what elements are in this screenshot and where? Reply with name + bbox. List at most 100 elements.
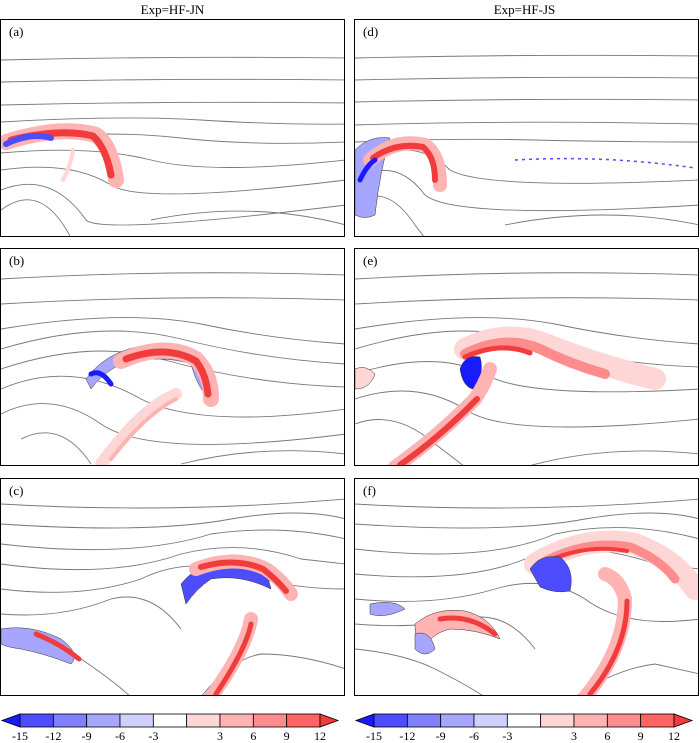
vortex-band-core xyxy=(122,348,212,398)
column-title-left: Exp=HF-JN xyxy=(140,2,205,17)
colorbar-right-tick-label: -9 xyxy=(436,729,446,743)
panel-e: (e) xyxy=(354,248,699,466)
secondary-vortex-negative xyxy=(414,632,436,655)
streamline xyxy=(180,450,344,465)
secondary-vortex-core xyxy=(437,615,498,637)
streamline xyxy=(1,529,344,551)
colorbar-right-tick-label: -12 xyxy=(399,729,415,743)
colorbar-left-tick-label: -9 xyxy=(82,729,92,743)
colorbar-right-segment xyxy=(606,713,642,728)
colorbar-left-segment xyxy=(152,713,188,728)
streamline xyxy=(1,498,344,509)
panel-f: (f) xyxy=(354,478,699,696)
streamline xyxy=(355,527,698,555)
vortex-filament xyxy=(61,148,75,182)
colorbar-right-segment xyxy=(573,713,608,728)
streamline xyxy=(355,149,698,184)
vortex-band-core xyxy=(370,142,438,183)
streamline xyxy=(355,648,483,695)
panel-d-label: (d) xyxy=(363,24,379,39)
secondary-vortex-core xyxy=(33,631,82,662)
vortex-band-core xyxy=(462,345,533,360)
streamline xyxy=(1,317,344,345)
panel-c-plot xyxy=(1,498,344,695)
colorbar-left-tick-label: 3 xyxy=(217,729,223,743)
streamline xyxy=(355,169,698,212)
panel-b: (b) xyxy=(0,248,345,466)
edge-positive-region xyxy=(355,367,376,390)
panel-a: (a) xyxy=(0,19,345,237)
streamline xyxy=(1,56,344,61)
streamline xyxy=(20,432,92,465)
streamline xyxy=(1,512,344,529)
colorbar-right-tick-label: -15 xyxy=(366,729,382,743)
streamline xyxy=(1,547,344,571)
streamline xyxy=(1,330,344,365)
colorbar-left-tick-label: 12 xyxy=(314,729,326,743)
streamline xyxy=(1,596,182,630)
streamline xyxy=(1,297,344,305)
colorbar-left-tick-label: 6 xyxy=(250,729,256,743)
streamline xyxy=(1,149,344,168)
colorbar-left-svg: -15-12-9-6-33691215 xyxy=(0,713,340,743)
colorbar-left-segment xyxy=(19,713,54,728)
vortex-filament-inner xyxy=(397,396,480,465)
colorbar-left-arrow-max xyxy=(319,713,340,728)
streamline xyxy=(1,375,344,418)
streamline xyxy=(355,512,698,529)
panel-c-label: (c) xyxy=(9,483,24,498)
streamline xyxy=(355,98,698,103)
streamline xyxy=(1,117,344,125)
colorbar-right-arrow-max xyxy=(673,713,694,728)
colorbar-right-segment xyxy=(506,713,542,728)
panel-a-label: (a) xyxy=(9,24,24,39)
negative-vortex-region xyxy=(529,556,572,593)
colorbar-right-svg: -15-12-9-6-33691215 xyxy=(354,713,694,743)
colorbar-right-segment xyxy=(440,713,475,728)
panel-c: (c) xyxy=(0,478,345,696)
panel-e-plot xyxy=(355,272,698,465)
colorbar-left: -15-12-9-6-33691215 xyxy=(0,710,340,743)
colorbar-right-tick-label: -3 xyxy=(502,729,512,743)
streamline xyxy=(355,297,698,305)
streamline xyxy=(1,403,344,445)
colorbar-right-segment xyxy=(406,713,442,728)
streamline xyxy=(355,76,698,81)
colorbar-left-tick-label: -3 xyxy=(148,729,158,743)
colorbar-right: -15-12-9-6-33691215 xyxy=(354,710,694,743)
weak-perturbation-line xyxy=(514,157,696,169)
colorbar-left-tick-label: -15 xyxy=(12,729,28,743)
colorbar-left-segment xyxy=(186,713,221,728)
colorbar-left-segment xyxy=(119,713,154,728)
colorbar-left-tick-label: 9 xyxy=(284,729,290,743)
panel-f-label: (f) xyxy=(363,483,376,498)
streamline xyxy=(1,272,344,280)
streamline xyxy=(150,210,344,225)
colorbar-left-arrow-min xyxy=(0,713,21,728)
colorbar-left-segment xyxy=(286,713,321,728)
vortex-filament-inner xyxy=(109,397,178,461)
streamline xyxy=(355,390,698,428)
colorbar-right-tick-label: -6 xyxy=(469,729,479,743)
vortex-band-outer xyxy=(460,337,610,379)
colorbar-right-segment xyxy=(473,713,508,728)
colorbar-right-segment xyxy=(640,713,675,728)
streamline xyxy=(355,582,698,622)
streamline xyxy=(355,54,698,59)
colorbar-right-segment xyxy=(540,713,575,728)
panel-a-plot xyxy=(1,56,344,236)
vortex-core-negative xyxy=(357,157,378,183)
vortex-filament xyxy=(204,612,258,695)
streamline xyxy=(355,121,698,126)
streamline xyxy=(355,549,698,578)
column-title-right: Exp=HF-JS xyxy=(493,2,556,17)
colorbar-left-tick-label: -12 xyxy=(45,729,61,743)
streamline xyxy=(355,272,698,280)
vortex-filament-inner xyxy=(213,621,254,695)
streamline xyxy=(1,183,344,226)
colorbar-right-arrow-min xyxy=(354,713,375,728)
secondary-vortex-negative xyxy=(1,627,75,665)
streamline xyxy=(355,317,698,345)
streamline xyxy=(1,101,344,106)
colorbar-right-tick-label: 12 xyxy=(668,729,680,743)
